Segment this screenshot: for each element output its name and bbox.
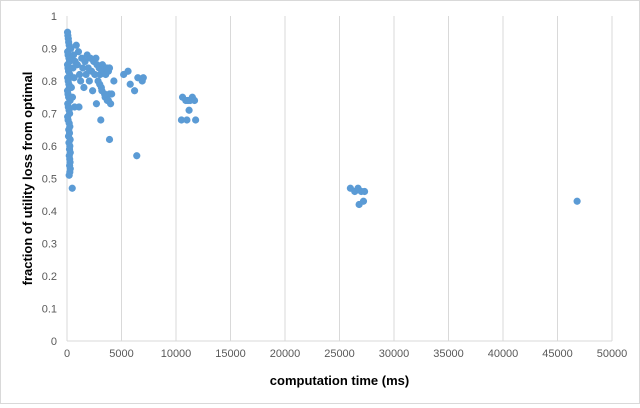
data-point	[107, 100, 115, 108]
gridlines	[66, 16, 613, 342]
y-tick-label: 0.4	[42, 206, 57, 218]
x-tick-label: 35000	[433, 348, 464, 360]
data-point	[72, 41, 80, 49]
data-point	[139, 74, 147, 82]
y-tick-label: 0.9	[42, 44, 57, 56]
x-tick-label: 0	[64, 348, 70, 360]
y-tick-label: 0.8	[42, 76, 57, 88]
data-point	[360, 187, 369, 196]
y-tick-label: 0.1	[42, 304, 57, 316]
x-tick-label: 25000	[324, 348, 355, 360]
y-tick-label: 0.3	[42, 239, 57, 251]
data-point	[124, 67, 132, 75]
data-point	[77, 77, 85, 85]
tick-labels: 0 5000 10000 15000 20000 25000 30000 35000 40000…	[42, 11, 628, 360]
y-tick-label: 1	[51, 11, 57, 23]
data-point	[70, 74, 78, 82]
data-points	[63, 28, 581, 209]
data-point	[110, 77, 118, 85]
data-point	[190, 96, 199, 105]
x-tick-label: 15000	[215, 348, 246, 360]
data-point	[108, 90, 116, 98]
y-tick-label: 0.5	[42, 174, 57, 186]
x-tick-label: 20000	[270, 348, 301, 360]
data-point	[130, 87, 139, 95]
y-tick-label: 0	[51, 336, 57, 348]
y-tick-label: 0.2	[42, 271, 57, 283]
x-tick-label: 30000	[379, 348, 410, 360]
data-point	[192, 116, 200, 124]
data-point	[89, 87, 97, 95]
x-axis-title: computation time (ms)	[270, 373, 409, 388]
x-tick-label: 50000	[597, 348, 628, 360]
data-point	[68, 184, 76, 192]
data-point	[74, 48, 83, 56]
y-tick-label: 0.6	[42, 141, 57, 153]
data-point	[573, 197, 581, 205]
x-tick-label: 40000	[488, 348, 519, 360]
data-point	[67, 83, 75, 92]
x-tick-label: 45000	[542, 348, 573, 360]
data-point	[96, 80, 104, 88]
data-point	[91, 70, 99, 79]
data-point	[97, 116, 105, 124]
data-point	[75, 70, 84, 79]
data-point	[65, 171, 73, 179]
data-point	[82, 70, 90, 79]
data-point	[75, 103, 83, 111]
data-point	[81, 57, 89, 66]
x-tick-label: 5000	[109, 348, 133, 360]
data-point	[92, 100, 101, 108]
data-point	[67, 44, 75, 53]
y-axis-title: fraction of utility loss from optimal	[20, 72, 35, 286]
y-tick-label: 0.7	[42, 109, 57, 121]
x-tick-label: 10000	[161, 348, 192, 360]
data-point	[177, 116, 186, 124]
data-point	[126, 80, 134, 88]
data-point	[68, 93, 77, 101]
data-point	[92, 54, 100, 62]
data-point	[98, 87, 106, 95]
data-point	[79, 64, 87, 72]
data-point	[105, 135, 114, 144]
data-point	[80, 83, 88, 92]
data-point	[185, 106, 193, 114]
data-point	[133, 152, 141, 160]
data-point	[183, 116, 191, 124]
data-point	[359, 197, 368, 205]
data-point	[105, 64, 114, 72]
data-point	[73, 61, 81, 69]
data-point	[85, 77, 93, 85]
